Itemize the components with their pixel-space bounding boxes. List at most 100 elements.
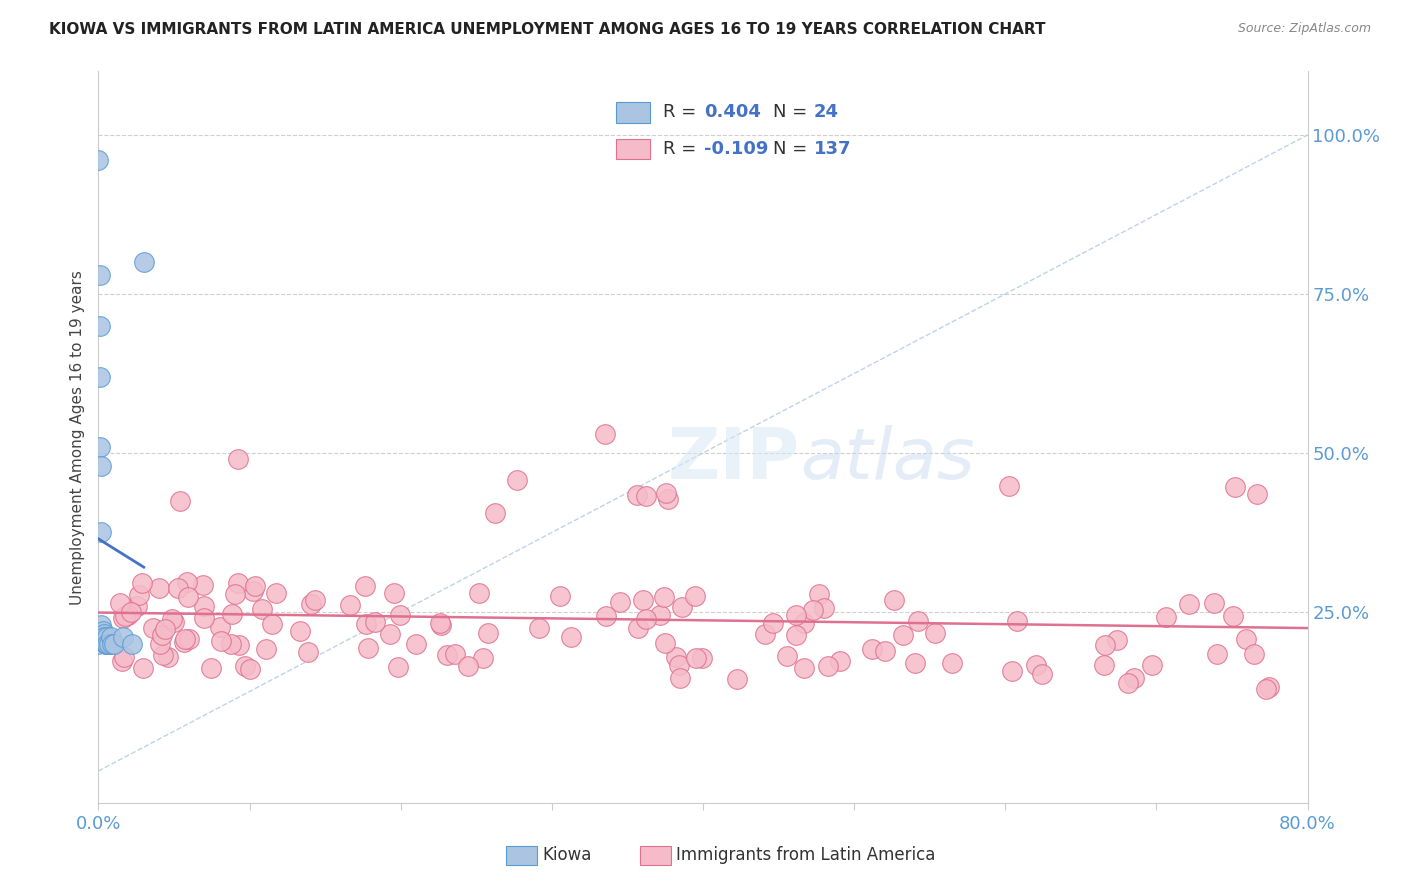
Point: [128, 588, 150, 602]
Point: [117, 608, 139, 623]
Text: atlas: atlas: [800, 425, 974, 493]
Point: [1202, 596, 1225, 610]
Point: [356, 616, 378, 631]
Point: [173, 634, 195, 648]
Point: [89, 318, 111, 333]
Point: [668, 658, 690, 673]
Point: [112, 650, 135, 665]
Point: [457, 659, 479, 673]
Point: [148, 581, 170, 595]
Point: [785, 627, 807, 641]
Point: [803, 603, 825, 617]
Point: [339, 598, 361, 612]
Point: [169, 493, 191, 508]
Point: [891, 628, 914, 642]
Point: [484, 507, 506, 521]
Point: [87, 637, 110, 651]
Point: [1116, 676, 1139, 690]
Point: [860, 641, 883, 656]
Point: [290, 624, 312, 639]
Point: [828, 654, 851, 668]
Point: [1154, 610, 1177, 624]
Point: [1254, 681, 1277, 696]
Point: [683, 589, 706, 603]
Point: [609, 595, 631, 609]
Point: [776, 648, 799, 663]
Point: [112, 611, 135, 625]
Point: [174, 632, 197, 647]
Point: [941, 656, 963, 670]
Point: [593, 427, 616, 442]
Point: [121, 637, 143, 651]
Point: [177, 632, 200, 647]
Point: [239, 662, 262, 676]
Point: [384, 585, 406, 599]
Point: [200, 661, 222, 675]
Point: [176, 575, 198, 590]
Point: [1246, 486, 1268, 500]
Point: [176, 590, 198, 604]
Point: [100, 631, 122, 645]
Point: [108, 596, 131, 610]
Point: [103, 637, 125, 651]
Point: [654, 635, 676, 649]
Point: [634, 612, 657, 626]
Point: [627, 621, 650, 635]
Point: [299, 598, 322, 612]
Point: [90, 525, 112, 540]
Point: [155, 622, 177, 636]
Point: [224, 587, 246, 601]
Point: [665, 650, 688, 665]
Text: Kiowa: Kiowa: [543, 847, 592, 864]
Point: [793, 616, 815, 631]
Point: [93, 627, 115, 641]
Point: [785, 607, 807, 622]
Point: [671, 599, 693, 614]
Point: [209, 634, 232, 648]
Point: [998, 479, 1021, 493]
Text: Immigrants from Latin America: Immigrants from Latin America: [676, 847, 935, 864]
Point: [193, 599, 215, 613]
Point: [1092, 657, 1115, 672]
Point: [228, 638, 250, 652]
Point: [472, 650, 495, 665]
Point: [357, 641, 380, 656]
Point: [1025, 657, 1047, 672]
Point: [219, 637, 242, 651]
Point: [132, 255, 155, 269]
Point: [96, 631, 118, 645]
Point: [1206, 647, 1229, 661]
Point: [636, 489, 658, 503]
Point: [90, 617, 112, 632]
Point: [304, 593, 326, 607]
Point: [548, 589, 571, 603]
Point: [91, 631, 114, 645]
Point: [527, 621, 550, 635]
Point: [166, 582, 188, 596]
Point: [94, 637, 117, 651]
Point: [1094, 638, 1116, 652]
Point: [98, 637, 121, 651]
Point: [1005, 614, 1028, 628]
Point: [226, 575, 249, 590]
Point: [1001, 665, 1024, 679]
Point: [817, 659, 839, 673]
Point: [193, 577, 215, 591]
Point: [378, 626, 401, 640]
Point: [252, 602, 274, 616]
Point: [150, 628, 173, 642]
Point: [221, 607, 243, 622]
Point: [873, 643, 896, 657]
Point: [436, 648, 458, 662]
Point: [725, 672, 748, 686]
Point: [125, 599, 148, 613]
Point: [1222, 609, 1244, 624]
Point: [1031, 666, 1053, 681]
Point: [1243, 647, 1265, 661]
Point: [405, 637, 427, 651]
Point: [242, 583, 264, 598]
Point: [657, 492, 679, 507]
Point: [631, 593, 654, 607]
Point: [163, 615, 186, 629]
Point: [131, 575, 153, 590]
